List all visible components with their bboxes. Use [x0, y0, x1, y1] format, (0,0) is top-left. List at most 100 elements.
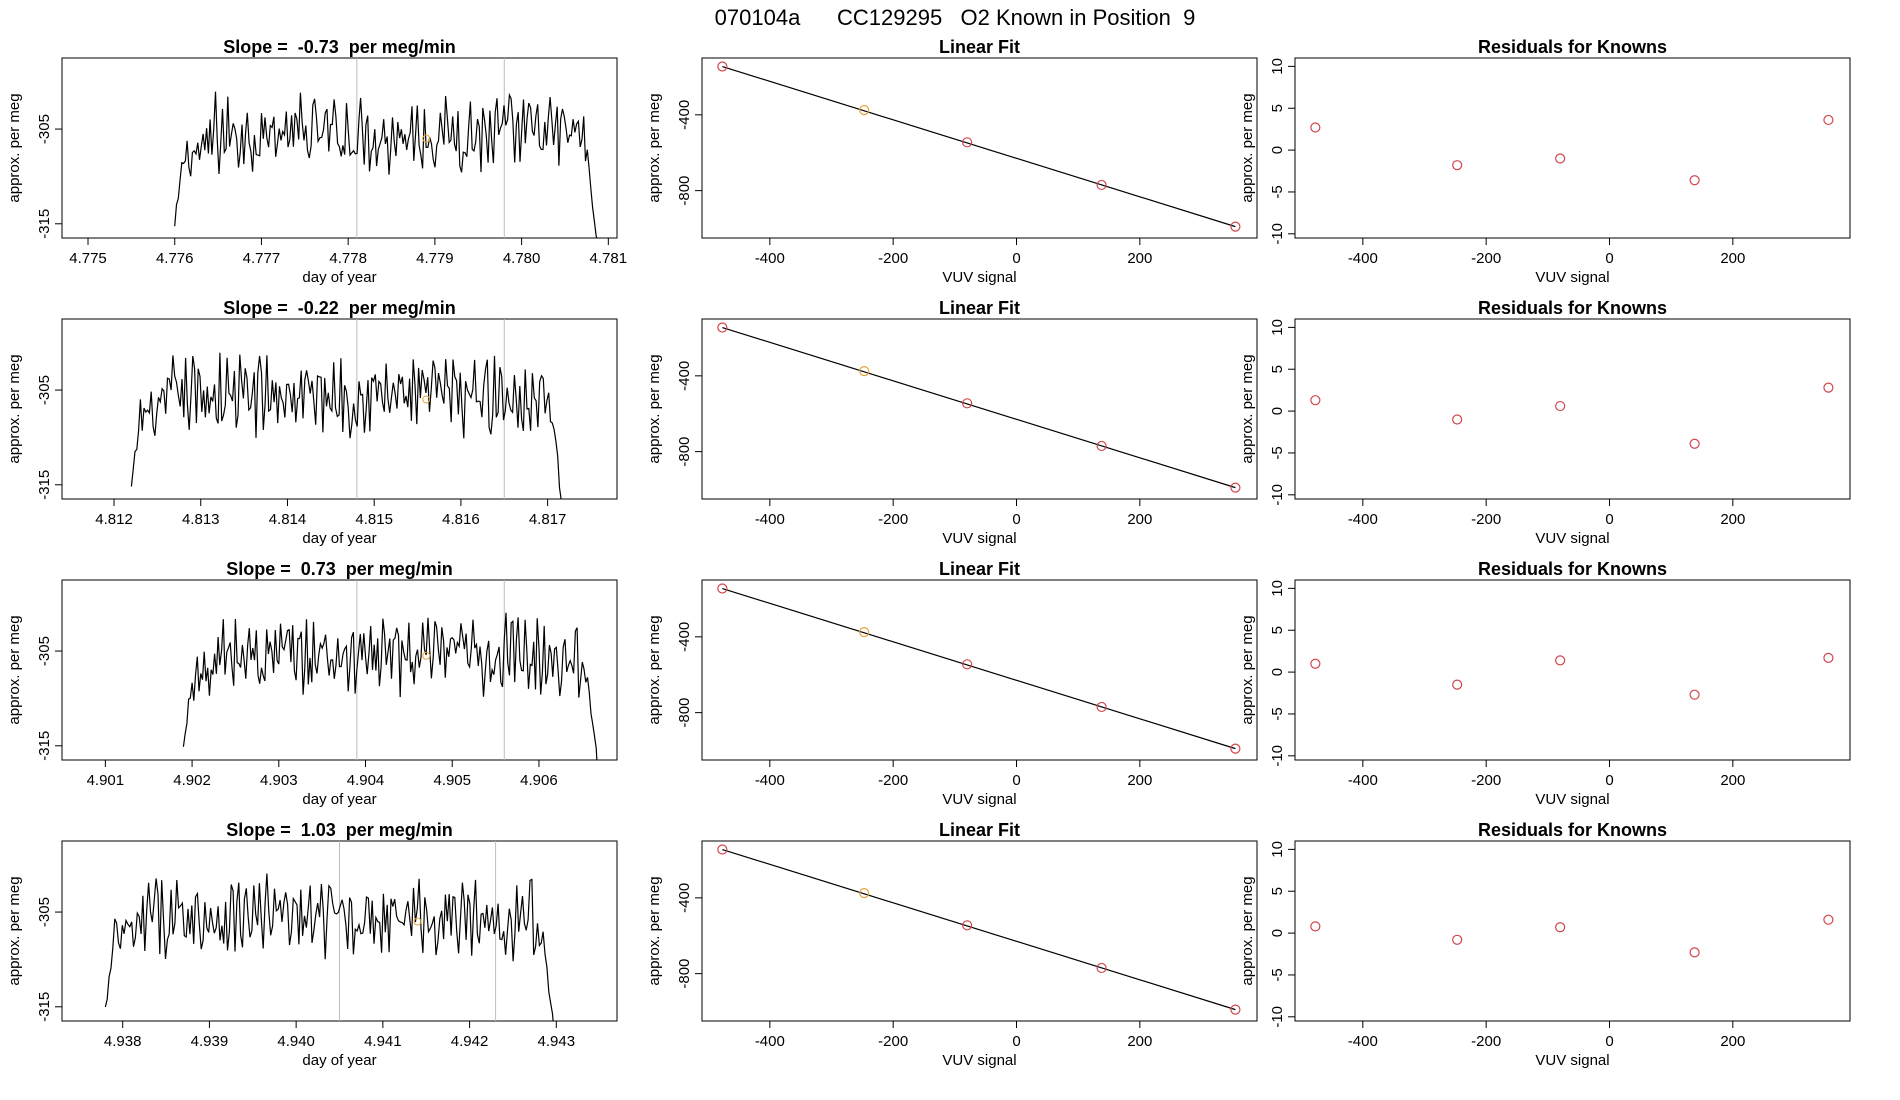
x-tick-label: 4.775 [69, 250, 107, 267]
chart-title: Residuals for Knowns [1478, 298, 1667, 318]
x-tick-label: 0 [1012, 250, 1020, 267]
fit-point [1096, 179, 1107, 191]
panel-3: Slope = 0.73 per meg/min 4.901 4.902 4.903 4… [6, 559, 618, 808]
x-tick-label: 4.938 [104, 1033, 142, 1050]
y-tick-label: -400 [676, 883, 693, 913]
chart-title: Linear Fit [939, 559, 1020, 579]
panel-7: Linear Fit -400 -200 0 200 -400 -800 VUV signal… [646, 559, 1258, 808]
fit-point [962, 920, 973, 931]
panel-11: Residuals for Knowns -400 -200 0 200 -10 -5 0 5 1… [1239, 559, 1851, 808]
y-tick-label: -305 [36, 636, 53, 666]
fit-line [722, 326, 1236, 489]
x-tick-label: -200 [878, 1033, 908, 1050]
x-tick-label: 4.815 [355, 511, 393, 528]
x-tick-label: 0 [1605, 1033, 1613, 1050]
residual-point [1555, 400, 1566, 412]
y-tick-label: 10 [1269, 841, 1286, 858]
y-axis-label: approx. per meg [6, 876, 23, 985]
y-tick-label: -10 [1269, 484, 1286, 506]
panel-10: Residuals for Knowns -400 -200 0 200 -10 -5 0 5 1… [1239, 298, 1851, 547]
y-tick-label: -315 [36, 731, 53, 761]
selection-marker [422, 651, 431, 660]
plot-frame [701, 318, 1258, 500]
y-tick-label: -400 [676, 361, 693, 391]
y-tick-label: -5 [1269, 185, 1286, 198]
fit-line [722, 65, 1236, 228]
panel-12: Residuals for Knowns -400 -200 0 200 -10 -5 0 5 1… [1239, 820, 1851, 1069]
residual-point [1452, 414, 1463, 425]
residual-point [1555, 922, 1566, 933]
y-tick-label: 5 [1269, 365, 1286, 373]
fit-point [1096, 440, 1107, 452]
y-tick-label: 10 [1269, 58, 1286, 75]
fit-point [717, 583, 728, 594]
x-tick-label: 4.905 [433, 772, 471, 789]
y-tick-label: 5 [1269, 887, 1286, 895]
fit-point [1230, 1004, 1241, 1015]
chart-title: Residuals for Knowns [1478, 37, 1667, 57]
chart-title: Residuals for Knowns [1478, 820, 1667, 840]
x-axis-label: day of year [302, 269, 376, 286]
plot-frame [701, 57, 1258, 239]
x-tick-label: 200 [1127, 772, 1152, 789]
fit-point [717, 844, 728, 855]
y-tick-label: -315 [36, 470, 53, 500]
x-tick-label: 200 [1127, 250, 1152, 267]
x-tick-label: 0 [1605, 250, 1613, 267]
y-axis-label: approx. per meg [646, 93, 663, 202]
x-axis-label: VUV signal [942, 1052, 1016, 1069]
x-tick-label: 4.942 [451, 1033, 489, 1050]
y-tick-label: -305 [36, 114, 53, 144]
x-tick-label: -400 [1348, 1033, 1378, 1050]
y-tick-label: -10 [1269, 1006, 1286, 1028]
x-tick-label: 4.812 [95, 511, 133, 528]
x-tick-label: 4.779 [416, 250, 454, 267]
x-tick-label: 200 [1720, 250, 1745, 267]
x-tick-label: 4.777 [243, 250, 281, 267]
y-tick-label: -315 [36, 209, 53, 239]
x-axis-label: day of year [302, 791, 376, 808]
y-axis-label: approx. per meg [646, 876, 663, 985]
y-tick-label: -5 [1269, 968, 1286, 981]
x-tick-label: -200 [1471, 772, 1501, 789]
chart-title: Linear Fit [939, 37, 1020, 57]
panel-9: Residuals for Knowns -400 -200 0 200 -10 -5 0 5 1… [1239, 37, 1851, 286]
y-tick-label: -10 [1269, 745, 1286, 767]
selection-marker [413, 917, 422, 926]
y-axis-label: approx. per meg [6, 354, 23, 463]
y-tick-label: -800 [676, 437, 693, 467]
y-tick-label: -5 [1269, 707, 1286, 720]
residual-point [1310, 658, 1321, 669]
y-tick-label: -800 [676, 698, 693, 728]
x-tick-label: 4.901 [87, 772, 125, 789]
x-axis-label: VUV signal [942, 530, 1016, 547]
y-axis-label: approx. per meg [1239, 615, 1256, 724]
selection-marker [422, 134, 431, 143]
y-tick-label: -800 [676, 959, 693, 989]
fit-point [1230, 743, 1241, 754]
x-tick-label: 4.940 [277, 1033, 315, 1050]
page-title: 070104a CC129295 O2 Known in Position 9 [715, 5, 1196, 30]
x-tick-label: 200 [1127, 1033, 1152, 1050]
fit-point [1096, 962, 1107, 974]
x-tick-label: -400 [1348, 772, 1378, 789]
x-tick-label: 0 [1605, 772, 1613, 789]
x-axis-label: day of year [302, 1052, 376, 1069]
y-tick-label: -400 [676, 100, 693, 130]
residual-point [1823, 382, 1834, 393]
x-tick-label: 200 [1720, 772, 1745, 789]
x-tick-label: -200 [878, 511, 908, 528]
y-axis-label: approx. per meg [1239, 354, 1256, 463]
x-tick-label: -200 [1471, 1033, 1501, 1050]
x-tick-label: 4.902 [173, 772, 211, 789]
plot-frame [701, 579, 1258, 761]
x-axis-label: VUV signal [942, 791, 1016, 808]
fit-point [859, 366, 870, 377]
panel-2: Slope = -0.22 per meg/min 4.812 4.813 4.814… [6, 298, 618, 547]
x-tick-label: 0 [1012, 772, 1020, 789]
fit-line [722, 587, 1236, 750]
x-tick-label: 4.906 [520, 772, 558, 789]
x-tick-label: 0 [1605, 511, 1613, 528]
x-tick-label: -400 [755, 511, 785, 528]
x-axis-label: VUV signal [1535, 269, 1609, 286]
